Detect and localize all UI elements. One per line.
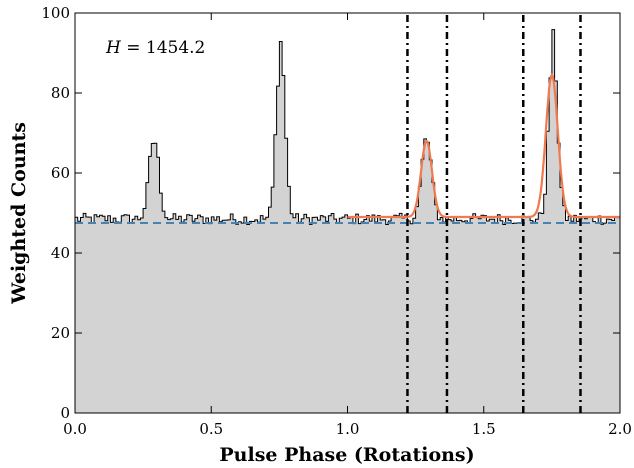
x-axis-label: Pulse Phase (Rotations)	[219, 444, 474, 466]
x-axis-ticks: 0.0 0.5 1.0 1.5 2.0	[63, 13, 632, 438]
y-tick-label: 60	[51, 164, 70, 182]
x-tick-label: 1.5	[472, 420, 496, 438]
y-axis-label: Weighted Counts	[8, 122, 30, 305]
plot-area	[75, 13, 620, 413]
h-statistic-symbol: H	[105, 38, 122, 58]
y-axis-ticks: 0 20 40 60 80 100	[41, 4, 620, 422]
h-statistic-value: 1454.2	[146, 38, 205, 58]
x-tick-label: 1.0	[336, 420, 360, 438]
phase-boundary-lines	[406, 13, 582, 413]
y-tick-label: 40	[51, 244, 70, 262]
x-tick-label: 2.0	[608, 420, 632, 438]
histogram-fill	[75, 29, 620, 413]
y-tick-label: 20	[51, 324, 70, 342]
y-tick-label: 80	[51, 84, 70, 102]
h-statistic-annotation: H = 1454.2	[105, 38, 205, 58]
h-statistic-equals: =	[126, 38, 140, 58]
x-tick-label: 0.0	[63, 420, 87, 438]
y-tick-label: 100	[41, 4, 70, 22]
y-tick-label: 0	[60, 404, 70, 422]
x-tick-label: 0.5	[199, 420, 223, 438]
model-fit-curve	[347, 73, 620, 219]
